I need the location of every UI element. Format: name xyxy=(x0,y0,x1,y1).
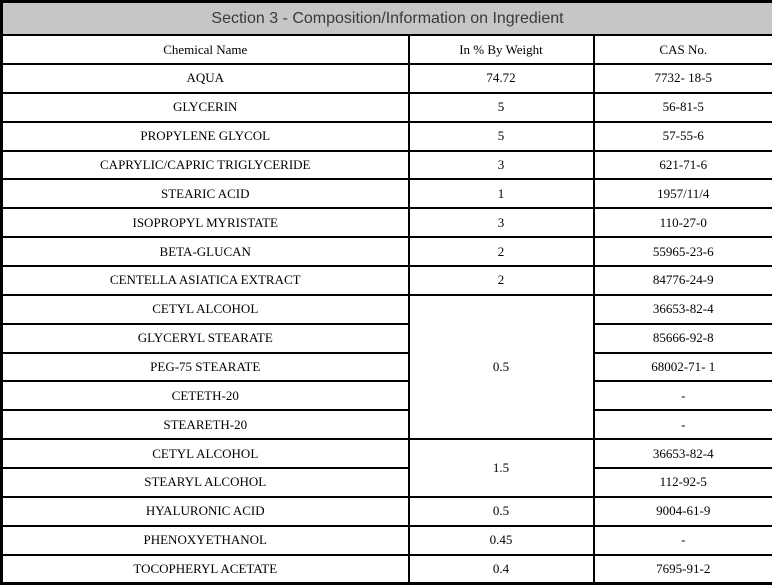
chemical-name-cell: BETA-GLUCAN xyxy=(0,236,410,268)
table-row: STEARETH-20 - xyxy=(0,409,772,441)
cas-cell: - xyxy=(592,380,772,412)
chemical-name-cell: TOCOPHERYL ACETATE xyxy=(0,553,410,585)
chemical-name-cell: GLYCERYL STEARATE xyxy=(0,322,410,354)
cas-cell: 84776-24-9 xyxy=(592,265,772,296)
chemical-name-cell: ISOPROPYL MYRISTATE xyxy=(0,207,410,239)
section-title: Section 3 - Composition/Information on I… xyxy=(0,0,772,36)
table-row: GLYCERYL STEARATE 85666-92-8 xyxy=(0,322,772,354)
table-row: CETYL ALCOHOL 1.5 36653-82-4 xyxy=(0,438,772,498)
chemical-name-cell: GLYCERIN xyxy=(0,91,410,123)
table-row: PHENOXYETHANOL 0.45 - xyxy=(0,524,772,556)
table-row: STEARYL ALCOHOL 112-92-5 xyxy=(0,467,772,498)
weight-cell-merged: 1.5 xyxy=(407,438,595,498)
weight-cell: 0.45 xyxy=(407,524,595,556)
table-row: BETA-GLUCAN 2 55965-23-6 xyxy=(0,236,772,268)
cas-cell: - xyxy=(592,409,772,441)
cas-cell: 9004-61-9 xyxy=(592,495,772,527)
cas-cell: 85666-92-8 xyxy=(592,322,772,354)
weight-cell-merged: 0.5 xyxy=(407,293,595,441)
cas-cell: 36653-82-4 xyxy=(592,293,772,325)
column-header-weight: In % By Weight xyxy=(407,34,595,65)
cas-cell: 112-92-5 xyxy=(592,467,772,498)
table-row: ISOPROPYL MYRISTATE 3 110-27-0 xyxy=(0,207,772,239)
chemical-name-cell: STEARIC ACID xyxy=(0,178,410,210)
cas-cell: 55965-23-6 xyxy=(592,236,772,268)
weight-cell: 0.5 xyxy=(407,495,595,527)
table-row: STEARIC ACID 1 1957/11/4 xyxy=(0,178,772,210)
weight-cell: 3 xyxy=(407,207,595,239)
weight-cell: 0.4 xyxy=(407,553,595,585)
table-row: CAPRYLIC/CAPRIC TRIGLYCERIDE 3 621-71-6 xyxy=(0,149,772,181)
chemical-name-cell: PROPYLENE GLYCOL xyxy=(0,120,410,152)
section-title-row: Section 3 - Composition/Information on I… xyxy=(0,0,772,36)
weight-cell: 5 xyxy=(407,91,595,123)
cas-cell: - xyxy=(592,524,772,556)
chemical-name-cell: STEARETH-20 xyxy=(0,409,410,441)
cas-cell: 56-81-5 xyxy=(592,91,772,123)
chemical-name-cell: PHENOXYETHANOL xyxy=(0,524,410,556)
table-row: CETYL ALCOHOL 0.5 36653-82-4 xyxy=(0,293,772,441)
weight-cell: 74.72 xyxy=(407,63,595,94)
chemical-name-cell: CETYL ALCOHOL xyxy=(0,293,410,325)
table-row: TOCOPHERYL ACETATE 0.4 7695-91-2 xyxy=(0,553,772,585)
table-row: CENTELLA ASIATICA EXTRACT 2 84776-24-9 xyxy=(0,265,772,296)
table-row: PEG-75 STEARATE 68002-71- 1 xyxy=(0,351,772,383)
weight-cell: 2 xyxy=(407,236,595,268)
chemical-name-cell: CENTELLA ASIATICA EXTRACT xyxy=(0,265,410,296)
cas-cell: 7695-91-2 xyxy=(592,553,772,585)
chemical-name-cell: HYALURONIC ACID xyxy=(0,495,410,527)
weight-cell: 3 xyxy=(407,149,595,181)
chemical-name-cell: CAPRYLIC/CAPRIC TRIGLYCERIDE xyxy=(0,149,410,181)
table-row: AQUA 74.72 7732- 18-5 xyxy=(0,63,772,94)
cas-cell: 1957/11/4 xyxy=(592,178,772,210)
weight-cell: 1 xyxy=(407,178,595,210)
table-row: CETETH-20 - xyxy=(0,380,772,412)
chemical-name-cell: STEARYL ALCOHOL xyxy=(0,467,410,498)
cas-cell: 36653-82-4 xyxy=(592,438,772,470)
column-header-cas: CAS No. xyxy=(592,34,772,65)
chemical-name-cell: CETETH-20 xyxy=(0,380,410,412)
chemical-name-cell: CETYL ALCOHOL xyxy=(0,438,410,470)
cas-cell: 7732- 18-5 xyxy=(592,63,772,94)
cas-cell: 110-27-0 xyxy=(592,207,772,239)
column-header-chemical-name: Chemical Name xyxy=(0,34,410,65)
cas-cell: 68002-71- 1 xyxy=(592,351,772,383)
cas-cell: 621-71-6 xyxy=(592,149,772,181)
chemical-name-cell: AQUA xyxy=(0,63,410,94)
table-row: HYALURONIC ACID 0.5 9004-61-9 xyxy=(0,495,772,527)
weight-cell: 2 xyxy=(407,265,595,296)
column-header-row: Chemical Name In % By Weight CAS No. xyxy=(0,34,772,65)
cas-cell: 57-55-6 xyxy=(592,120,772,152)
table-row: PROPYLENE GLYCOL 5 57-55-6 xyxy=(0,120,772,152)
weight-cell: 5 xyxy=(407,120,595,152)
table-row: GLYCERIN 5 56-81-5 xyxy=(0,91,772,123)
chemical-name-cell: PEG-75 STEARATE xyxy=(0,351,410,383)
